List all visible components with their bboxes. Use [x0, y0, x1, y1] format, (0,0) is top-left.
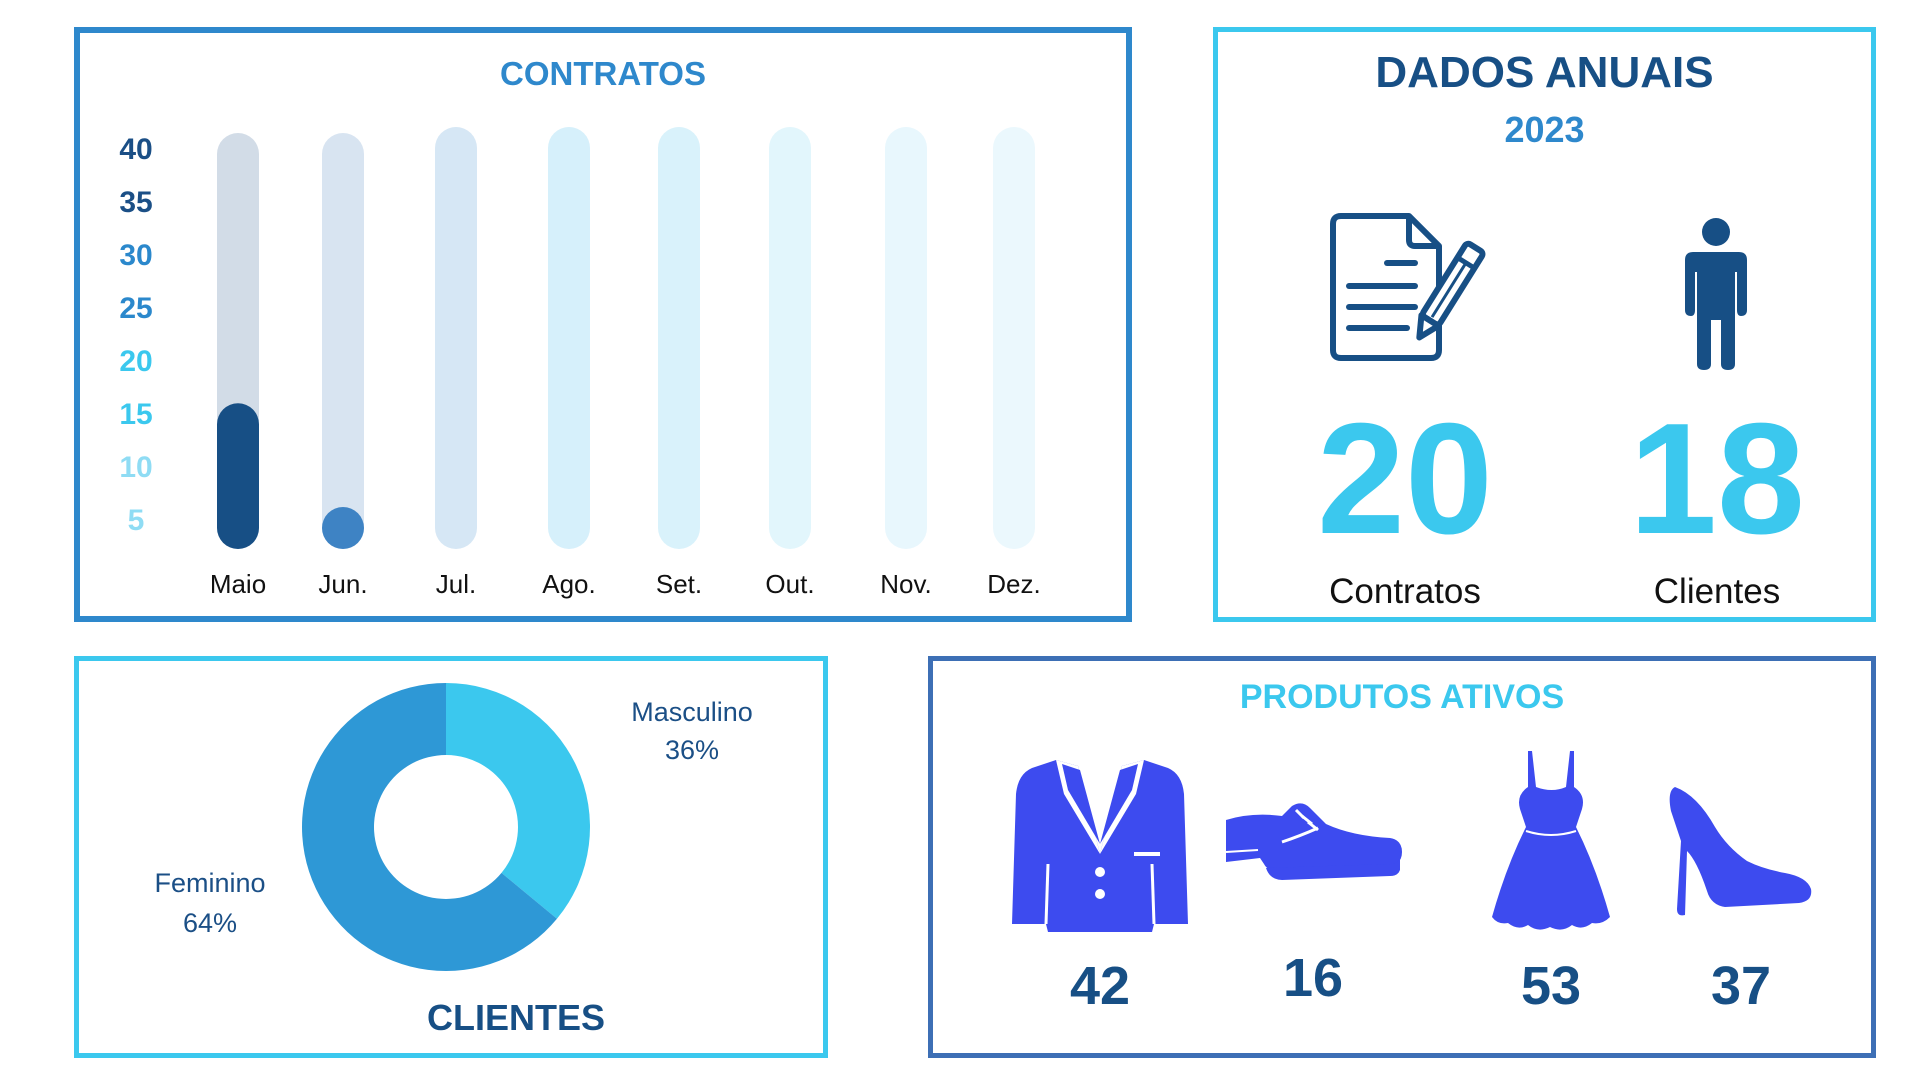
produto-value: 42 [1069, 956, 1131, 1016]
donut-slice [446, 683, 590, 919]
bar-track [658, 127, 700, 549]
bar-track [993, 127, 1035, 549]
x-tick-label: Set. [656, 569, 702, 599]
clientes-label: Clientes [1653, 572, 1781, 611]
x-tick-label: Nov. [880, 569, 932, 599]
x-tick-label: Jun. [318, 569, 367, 599]
bar-track [548, 127, 590, 549]
produto-value: 37 [1710, 956, 1772, 1016]
blazer-icon [1012, 760, 1188, 932]
contratos-title: CONTRATOS [500, 55, 706, 92]
data-label: 64% [183, 908, 237, 938]
legend-label: Masculino [631, 697, 753, 727]
bar-track [435, 127, 477, 549]
y-tick-label: 10 [119, 451, 152, 484]
y-tick-label: 35 [119, 186, 152, 219]
produto-value: 53 [1520, 956, 1582, 1016]
contratos-bar-chart: 40 35 30 25 20 15 10 5 Maio Jun. Jul. Ago. Set. Out. N… [119, 127, 1041, 599]
contract-pen-icon [1330, 213, 1486, 361]
clientes-title: CLIENTES [426, 997, 605, 1038]
y-tick-label: 20 [119, 345, 152, 378]
dress-icon [1492, 751, 1610, 930]
x-tick-label: Maio [210, 569, 266, 599]
produto-value: 16 [1282, 948, 1344, 1008]
dados-anuais-panel: DADOS ANUAIS 2023 20 18 Contratos Client… [1213, 27, 1876, 622]
y-tick-label: 15 [119, 398, 152, 431]
y-tick-label: 25 [119, 292, 152, 325]
y-tick-label: 30 [119, 239, 152, 272]
clientes-panel: Masculino 36% Feminino 64% CLIENTES [74, 656, 828, 1058]
x-tick-label: Ago. [542, 569, 596, 599]
x-tick-label: Dez. [987, 569, 1040, 599]
data-label: 36% [665, 735, 719, 765]
legend-label: Feminino [154, 868, 265, 898]
x-tick-label: Out. [765, 569, 814, 599]
y-tick-label: 5 [128, 504, 145, 537]
contratos-count: 20 [1317, 391, 1493, 567]
clientes-count: 18 [1629, 391, 1805, 567]
bar [322, 507, 364, 549]
donut-slice [302, 683, 557, 971]
person-icon [1685, 218, 1747, 370]
x-tick-label: Jul. [436, 569, 476, 599]
contratos-label: Contratos [1329, 572, 1481, 611]
contratos-panel: CONTRATOS 40 35 30 25 20 15 10 5 Maio Jun. Jul. Ago… [74, 27, 1132, 622]
bar [217, 403, 259, 549]
clientes-donut-chart: Masculino 36% Feminino 64% [154, 683, 753, 971]
bar-track [769, 127, 811, 549]
dados-title: DADOS ANUAIS [1375, 48, 1714, 97]
dados-year: 2023 [1504, 109, 1585, 150]
high-heel-icon [1669, 787, 1812, 916]
y-tick-label: 40 [119, 133, 152, 166]
shoe-icon [1225, 803, 1402, 880]
bar-track [322, 133, 364, 549]
bar-track [885, 127, 927, 549]
produtos-ativos-panel: PRODUTOS ATIVOS 42 16 53 37 [928, 656, 1876, 1058]
produtos-title: PRODUTOS ATIVOS [1239, 678, 1565, 716]
